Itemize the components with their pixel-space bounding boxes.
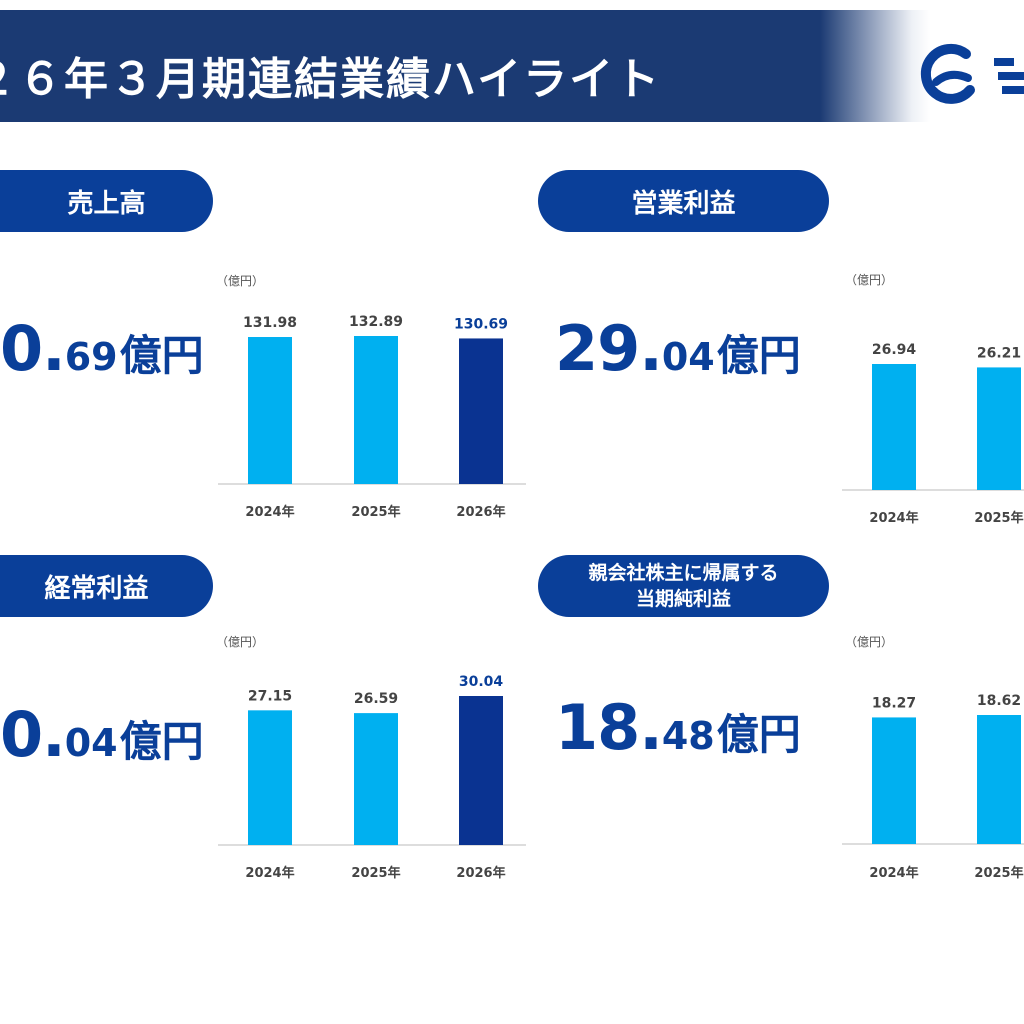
big-value-int: 0. <box>0 698 66 771</box>
bar <box>977 367 1021 490</box>
x-tick-label: 2024年 <box>869 510 918 526</box>
big-value-dec: 48 <box>661 714 715 758</box>
big-value-dec: 04 <box>64 721 118 765</box>
bar <box>459 696 503 845</box>
data-label: 30.04 <box>459 674 504 690</box>
x-tick-label: 2024年 <box>869 865 918 881</box>
bar <box>354 713 398 845</box>
big-value-sales: 0. 69 億円 <box>0 318 204 380</box>
section-label-text: 経常利益 <box>44 573 149 604</box>
x-tick-label: 2025年 <box>351 504 400 520</box>
data-label: 18.27 <box>872 695 916 711</box>
big-value-ordinary-profit: 0. 04 億円 <box>0 704 204 766</box>
big-value-dec: 69 <box>64 335 118 379</box>
bar <box>459 338 503 484</box>
bar <box>872 364 916 490</box>
big-value-int: 29. <box>555 312 663 385</box>
data-label: 26.94 <box>872 342 917 358</box>
x-tick-label: 2026年 <box>456 865 505 881</box>
big-value-int: 0. <box>0 312 66 385</box>
data-label: 26.21 <box>977 345 1021 361</box>
x-tick-label: 2024年 <box>245 504 294 520</box>
bar <box>977 715 1021 844</box>
section-label-ordinary-profit: 経常利益 <box>0 555 213 617</box>
chart-net-income: 18.27 2024年 18.62 2025年 <box>842 693 1024 881</box>
big-value-unit: 億円 <box>119 717 204 766</box>
chart-unit-label: （億円） <box>216 274 265 288</box>
data-label: 130.69 <box>454 316 508 332</box>
section-label-text: 親会社株主に帰属する <box>588 562 779 584</box>
chart-unit-label: （億円） <box>845 635 894 649</box>
data-label: 132.89 <box>349 314 403 330</box>
big-value-unit: 億円 <box>119 331 204 380</box>
page-title: ２６年３月期連結業績ハイライト <box>0 54 662 105</box>
bar <box>248 337 292 484</box>
bar <box>354 336 398 484</box>
bar <box>248 710 292 845</box>
x-tick-label: 2025年 <box>974 865 1023 881</box>
logo-letter-fragment <box>994 58 1014 66</box>
big-value-dec: 04 <box>661 335 715 379</box>
section-label-net-income: 親会社株主に帰属する 当期純利益 <box>538 555 829 617</box>
data-label: 26.59 <box>354 691 398 707</box>
bar <box>872 717 916 844</box>
big-value-net-income: 18. 48 億円 <box>555 697 801 759</box>
chart-operating-profit: 26.94 2024年 26.21 2025年 <box>842 342 1024 526</box>
chart-unit-label: （億円） <box>216 635 265 649</box>
big-value-int: 18. <box>555 691 663 764</box>
section-label-text: 売上高 <box>67 188 146 219</box>
data-label: 18.62 <box>977 693 1021 709</box>
logo-g-mark <box>920 43 975 104</box>
data-label: 27.15 <box>248 688 292 704</box>
section-label-text-line2: 当期純利益 <box>635 588 731 610</box>
big-value-unit: 億円 <box>716 331 801 380</box>
x-tick-label: 2026年 <box>456 504 505 520</box>
x-tick-label: 2024年 <box>245 865 294 881</box>
x-tick-label: 2025年 <box>974 510 1023 526</box>
logo-g-bar <box>932 70 972 86</box>
data-label: 131.98 <box>243 315 297 331</box>
x-tick-label: 2025年 <box>351 865 400 881</box>
section-label-sales: 売上高 <box>0 170 213 232</box>
chart-sales: 131.98 2024年 132.89 2025年 130.69 2026年 <box>218 314 526 520</box>
chart-ordinary-profit: 27.15 2024年 26.59 2025年 30.04 2026年 <box>218 674 526 881</box>
big-value-operating-profit: 29. 04 億円 <box>555 318 801 380</box>
big-value-unit: 億円 <box>716 710 801 759</box>
company-logo <box>908 40 1024 116</box>
section-label-text: 営業利益 <box>631 188 736 219</box>
section-label-operating-profit: 営業利益 <box>538 170 829 232</box>
chart-unit-label: （億円） <box>845 273 894 287</box>
header-banner: ２６年３月期連結業績ハイライト <box>0 10 1024 122</box>
